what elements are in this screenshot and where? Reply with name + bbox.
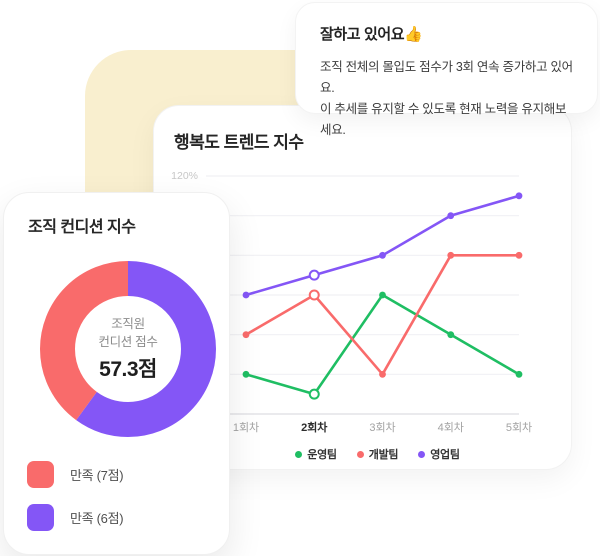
condition-legend-label-2: 만족 (6점)	[70, 511, 124, 526]
org-condition-card: 조직 컨디션 지수 조직원 컨디션 점수 57.3점 만족 (7점) 만족 (6…	[3, 192, 230, 555]
condition-donut-chart: 조직원 컨디션 점수 57.3점	[40, 261, 216, 437]
data-point-개발팀-4회차[interactable]	[447, 251, 455, 259]
data-point-운영팀-4회차[interactable]	[447, 331, 455, 339]
legend-swatch-red	[27, 461, 54, 488]
tooltip-body: 조직 전체의 몰입도 점수가 3회 연속 증가하고 있어요. 이 추세를 유지할…	[320, 57, 573, 141]
series-line-영업팀	[244, 194, 521, 297]
coaching-tooltip-card: 잘하고 있어요👍 조직 전체의 몰입도 점수가 3회 연속 증가하고 있어요. …	[295, 2, 598, 137]
donut-center-value: 57.3점	[99, 358, 157, 382]
data-point-영업팀-1회차[interactable]	[242, 291, 250, 299]
series-line-개발팀	[244, 254, 521, 376]
x-axis-labels: 1회차 2회차 3회차 4회차 5회차	[154, 419, 573, 435]
x-label-2회차[interactable]: 2회차	[301, 422, 328, 434]
legend-item-개발팀[interactable]: 개발팀	[356, 446, 399, 462]
data-point-개발팀-5회차[interactable]	[515, 251, 523, 259]
data-point-개발팀-2회차[interactable]	[308, 289, 320, 301]
legend-item-운영팀[interactable]: 운영팀	[295, 446, 337, 462]
data-point-운영팀-3회차[interactable]	[379, 291, 386, 299]
x-label-1회차[interactable]: 1회차	[232, 422, 260, 434]
data-point-영업팀-4회차[interactable]	[447, 212, 455, 220]
data-point-개발팀-1회차[interactable]	[242, 331, 250, 339]
tooltip-title: 잘하고 있어요👍	[320, 23, 573, 44]
data-point-영업팀-3회차[interactable]	[379, 251, 386, 259]
x-label-3회차[interactable]: 3회차	[369, 422, 396, 434]
condition-legend-label-1: 만족 (7점)	[70, 468, 124, 483]
legend-dot-개발팀	[356, 450, 364, 458]
tooltip-body-line2: 이 추세를 유지할 수 있도록 현재 노력을 유지해보세요.	[320, 102, 567, 137]
x-label-5회차[interactable]: 5회차	[505, 422, 533, 434]
data-point-개발팀-3회차[interactable]	[379, 370, 386, 378]
condition-legend-row-2: 만족 (6점)	[27, 504, 124, 531]
legend-dot-운영팀	[295, 450, 303, 458]
y-axis-top-tick: 120%	[171, 170, 198, 182]
legend-swatch-purple	[27, 504, 54, 531]
data-point-영업팀-5회차[interactable]	[515, 192, 523, 200]
data-point-운영팀-2회차[interactable]	[308, 388, 320, 400]
data-point-운영팀-1회차[interactable]	[242, 370, 250, 378]
tooltip-title-text: 잘하고 있어요	[320, 26, 405, 43]
donut-center-label: 조직원 컨디션 점수 57.3점	[40, 261, 216, 437]
trend-card-title: 행복도 트렌드 지수	[174, 133, 304, 152]
tooltip-body-line1: 조직 전체의 몰입도 점수가 3회 연속 증가하고 있어요.	[320, 60, 573, 95]
condition-card-title: 조직 컨디션 지수	[28, 219, 136, 236]
legend-label-영업팀: 영업팀	[430, 449, 460, 461]
thumbs-up-icon: 👍	[404, 26, 423, 43]
legend-item-영업팀[interactable]: 영업팀	[418, 446, 460, 462]
donut-center-line1: 조직원	[111, 316, 145, 331]
donut-slice-만족 (7점)[interactable]	[40, 261, 216, 437]
legend-label-운영팀: 운영팀	[307, 449, 337, 461]
donut-center-line2: 컨디션 점수	[98, 335, 158, 349]
data-point-운영팀-5회차[interactable]	[515, 370, 523, 378]
legend-dot-영업팀	[418, 450, 426, 458]
trend-chart-legend: 운영팀 개발팀 영업팀	[154, 446, 573, 462]
condition-legend-row-1: 만족 (7점)	[27, 461, 124, 488]
data-point-영업팀-2회차[interactable]	[308, 269, 320, 281]
trend-line-chart	[206, 175, 523, 415]
legend-label-개발팀: 개발팀	[368, 449, 399, 461]
donut-svg	[40, 261, 216, 437]
x-label-4회차[interactable]: 4회차	[437, 422, 464, 434]
